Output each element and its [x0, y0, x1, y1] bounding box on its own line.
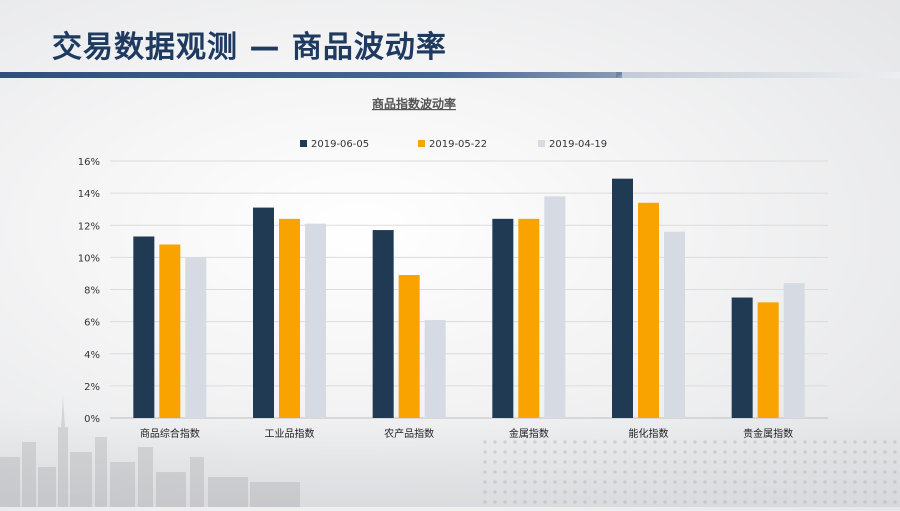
y-tick-label: 14% [78, 189, 100, 200]
x-tick-label: 农产品指数 [384, 427, 434, 440]
y-tick-label: 12% [78, 221, 100, 232]
y-axis: 0% 2% 4% 6% 8% 10% 12% 14% 16% [78, 157, 100, 425]
bar [133, 236, 155, 418]
bar [612, 178, 633, 418]
x-tick-label: 商品综合指数 [140, 427, 200, 440]
bar [783, 283, 805, 418]
page-title: 交易数据观测 — 商品波动率 [52, 30, 447, 65]
legend-swatch [538, 140, 545, 147]
chart-bars [133, 178, 805, 418]
x-tick-label: 贵金属指数 [743, 427, 793, 440]
y-tick-label: 10% [78, 253, 100, 264]
y-tick-label: 0% [84, 414, 100, 425]
bar [664, 231, 685, 418]
bar [159, 244, 181, 418]
title-underline-fade [622, 72, 900, 78]
background-floor [0, 412, 900, 507]
title-underline-bar [0, 72, 625, 78]
bar [253, 207, 274, 418]
x-axis: 商品综合指数 工业品指数 农产品指数 金属指数 能化指数 贵金属指数 [140, 427, 793, 440]
x-tick-label: 能化指数 [629, 427, 669, 440]
bar [731, 297, 753, 418]
x-tick-label: 工业品指数 [265, 427, 315, 440]
bar [185, 257, 207, 418]
title-underline-notch [616, 72, 626, 78]
bar [279, 218, 300, 418]
bar [492, 218, 514, 418]
legend-label: 2019-04-19 [549, 139, 607, 150]
y-tick-label: 4% [84, 350, 100, 361]
skyline-decoration [0, 397, 300, 507]
chart-title: 商品指数波动率 [372, 96, 456, 111]
background-dot-pattern [480, 437, 900, 507]
bar [305, 223, 326, 418]
bar [372, 230, 394, 418]
bar [544, 196, 566, 418]
y-tick-label: 2% [84, 382, 100, 393]
chart-gridlines [110, 160, 828, 419]
bar [398, 275, 420, 418]
legend-swatch [300, 140, 307, 147]
y-tick-label: 8% [84, 286, 100, 297]
bar [424, 320, 446, 418]
chart-legend: 2019-06-05 2019-05-22 2019-04-19 [300, 139, 607, 150]
y-tick-label: 6% [84, 318, 100, 329]
bar [518, 218, 540, 418]
legend-swatch [418, 140, 425, 147]
x-tick-label: 金属指数 [509, 427, 549, 440]
legend-label: 2019-05-22 [429, 139, 487, 150]
legend-label: 2019-06-05 [311, 139, 369, 150]
bar [757, 302, 779, 418]
y-tick-label: 16% [78, 157, 100, 168]
bar [638, 202, 659, 418]
